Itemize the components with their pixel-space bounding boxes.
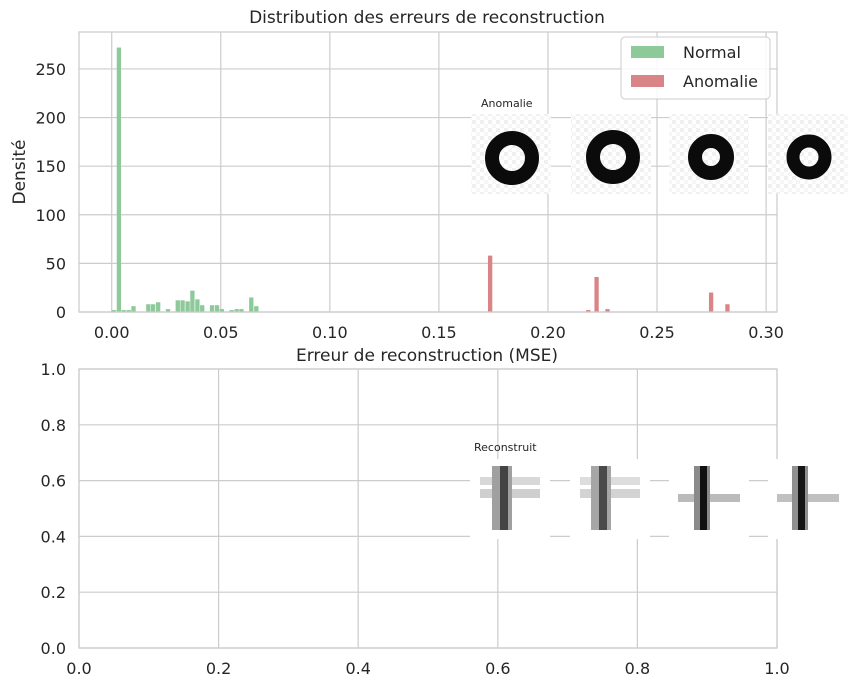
x-tick-label: 0.25 [639, 323, 675, 342]
bar-normal [209, 305, 215, 312]
y-tick-label: 1.0 [41, 360, 66, 379]
bar-normal [195, 299, 200, 312]
legend: Normal Anomalie [620, 36, 771, 100]
bar-anomalie [594, 277, 599, 312]
bar-normal [239, 309, 244, 312]
y-tick-label: 200 [35, 109, 66, 128]
bar-normal [111, 310, 117, 312]
reconstruction-thumbnail [768, 459, 848, 539]
x-tick-label: 0.4 [345, 659, 370, 678]
x-tick-label: 0.15 [421, 323, 457, 342]
x-tick-label: 0.20 [530, 323, 566, 342]
anomaly-thumbnail [471, 114, 551, 194]
bar-anomalie [708, 292, 714, 312]
y-tick-label: 150 [35, 157, 66, 176]
bar-anomalie [605, 309, 610, 312]
bar-normal [180, 300, 185, 312]
x-tick-label: 1.0 [764, 659, 789, 678]
bar-normal [146, 304, 151, 312]
top-x-tick-labels: 0.00 0.05 0.10 0.15 0.20 0.25 0.30 [94, 323, 784, 342]
bar-anomalie [725, 304, 730, 312]
reconstruction-thumbnail [669, 459, 749, 539]
bar-normal [200, 305, 205, 312]
legend-swatch-anomalie [631, 75, 664, 87]
x-tick-label: 0.8 [625, 659, 650, 678]
y-tick-label: 0 [56, 303, 66, 322]
legend-swatch-normal [631, 46, 664, 58]
bar-normal [175, 300, 180, 312]
y-tick-label: 100 [35, 206, 66, 225]
top-axes: Distribution des erreurs de reconstructi… [10, 8, 848, 366]
histogram-bars [111, 47, 730, 313]
y-tick-label: 0.6 [41, 472, 66, 491]
bar-normal [126, 310, 131, 312]
x-tick-label: 0.05 [203, 323, 239, 342]
reconstruit-annotation: Reconstruit [474, 441, 537, 454]
bar-anomalie [487, 255, 493, 312]
bar-normal [229, 310, 234, 312]
x-tick-label: 0.6 [485, 659, 510, 678]
bar-normal [190, 290, 195, 312]
top-chart-title: Distribution des erreurs de reconstructi… [249, 8, 605, 28]
x-tick-label: 0.30 [748, 323, 784, 342]
y-tick-label: 0.8 [41, 416, 66, 435]
bar-normal [214, 305, 220, 312]
anomaly-thumbnail [669, 114, 749, 194]
bar-normal [155, 302, 161, 312]
y-tick-label: 50 [46, 254, 66, 273]
reconstruction-thumbnail [470, 459, 550, 539]
top-y-axis-label: Densité [10, 139, 30, 204]
bar-normal [234, 309, 239, 312]
top-y-tick-labels: 0 50 100 150 200 250 [35, 60, 66, 322]
bar-normal [254, 306, 259, 312]
x-tick-label: 0.2 [206, 659, 231, 678]
y-tick-label: 0.2 [41, 583, 66, 602]
anomalie-annotation: Anomalie [481, 97, 533, 110]
anomaly-thumbnails [471, 114, 848, 194]
legend-label-normal: Normal [683, 43, 741, 62]
y-tick-label: 250 [35, 60, 66, 79]
bar-normal [165, 309, 171, 312]
bar-normal [185, 301, 190, 312]
bar-anomalie [586, 310, 591, 312]
x-tick-label: 0.0 [66, 659, 91, 678]
x-tick-label: 0.00 [94, 323, 130, 342]
anomaly-thumbnail [768, 114, 848, 194]
bar-normal [131, 306, 136, 312]
bottom-x-tick-labels: 0.0 0.2 0.4 0.6 0.8 1.0 [66, 659, 789, 678]
bar-normal [121, 310, 126, 312]
bar-normal [116, 47, 122, 313]
reconstruction-thumbnails [470, 459, 848, 539]
top-x-axis-label: Erreur de reconstruction (MSE) [296, 346, 558, 366]
bottom-y-tick-labels: 0.0 0.2 0.4 0.6 0.8 1.0 [41, 360, 66, 658]
x-tick-label: 0.10 [312, 323, 348, 342]
bottom-axes: 0.0 0.2 0.4 0.6 0.8 1.0 0.0 0.2 0.4 0.6 0.8 1.0 Re… [41, 360, 848, 678]
y-tick-label: 0.4 [41, 527, 66, 546]
reconstruction-thumbnail [570, 459, 650, 539]
bar-normal [249, 297, 254, 312]
anomaly-thumbnail [571, 114, 651, 194]
legend-label-anomalie: Anomalie [683, 72, 758, 91]
bar-normal [219, 309, 224, 312]
bar-normal [150, 304, 156, 312]
y-tick-label: 0.0 [41, 639, 66, 658]
